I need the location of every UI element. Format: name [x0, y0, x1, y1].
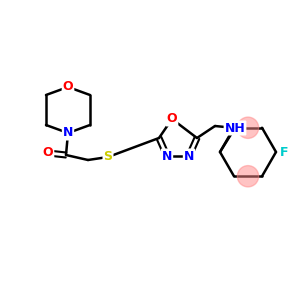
Text: N: N [162, 149, 172, 163]
Text: O: O [167, 112, 177, 125]
Circle shape [237, 166, 259, 187]
Text: O: O [63, 80, 73, 94]
Text: N: N [184, 149, 194, 163]
Text: O: O [43, 146, 53, 160]
Text: N: N [63, 127, 73, 140]
Text: F: F [280, 146, 288, 158]
Circle shape [237, 117, 259, 138]
Text: NH: NH [225, 122, 245, 134]
Text: S: S [103, 151, 112, 164]
